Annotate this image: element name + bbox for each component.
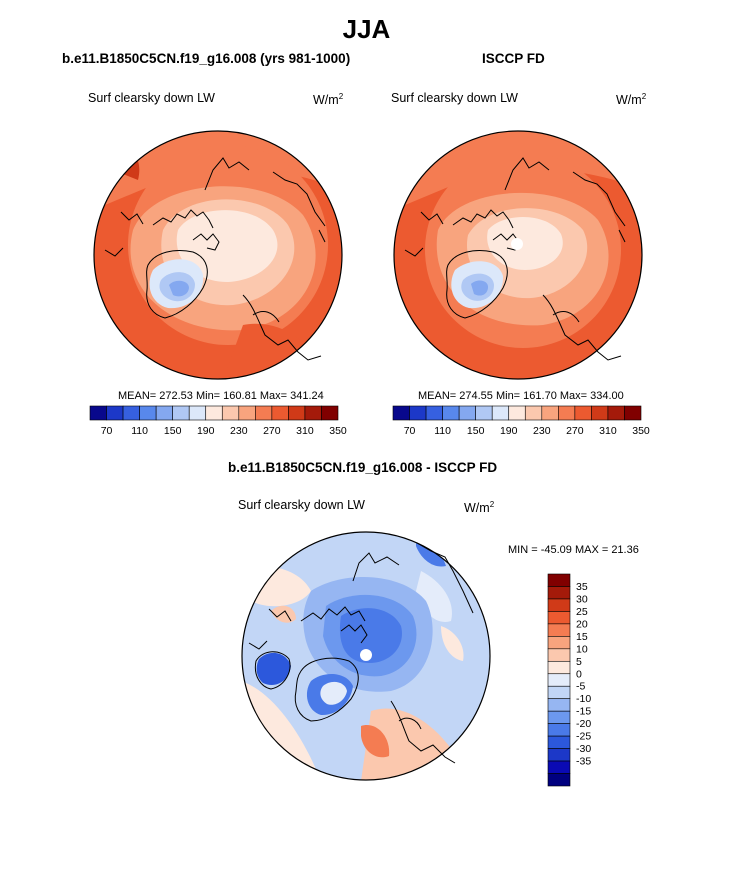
panel3-colorbar-tick-label: 10 <box>576 643 588 655</box>
panel3-colorbar-tick-label: 35 <box>576 581 588 593</box>
panel3-colorbar-tick-label: -15 <box>576 706 591 718</box>
panel2-colorbar-swatch <box>624 405 642 421</box>
panel3-colorbar-tick-label: -5 <box>576 681 585 693</box>
panel1-variable-label: Surf clearsky down LW <box>88 91 215 105</box>
panel3-colorbar-swatch <box>547 611 571 625</box>
panel3-colorbar-tick-label: 30 <box>576 593 588 605</box>
panel3-colorbar-tick-label: -25 <box>576 731 591 743</box>
panel2-colorbar-swatch <box>508 405 526 421</box>
panel1-colorbar-tick-label: 310 <box>296 425 314 437</box>
panel2-colorbar-swatch <box>442 405 460 421</box>
panel1-colorbar-swatch <box>271 405 289 421</box>
panel2-stats: MEAN= 274.55 Min= 161.70 Max= 334.00 <box>418 390 624 402</box>
panel2-colorbar-tick-label: 350 <box>632 425 650 437</box>
panel3-colorbar-swatch <box>547 648 571 662</box>
panel1-colorbar-swatch <box>172 405 190 421</box>
panel2-colorbar-swatch <box>491 405 510 421</box>
panel3-colorbar-swatch <box>547 723 571 737</box>
panel3-colorbar-tick-label: 5 <box>576 656 582 668</box>
panel3-colorbar-tick-label: 20 <box>576 618 588 630</box>
panel3-colorbar-swatch <box>547 748 571 762</box>
panel2-colorbar-swatch <box>475 405 493 421</box>
panel3-stats: MIN = -45.09 MAX = 21.36 <box>508 544 639 556</box>
panel2-colorbar-tick-label: 190 <box>500 425 518 437</box>
panel3-colorbar-tick-label: -20 <box>576 718 591 730</box>
panel2-colorbar-swatch <box>392 405 410 421</box>
panel1-colorbar-tick-label: 270 <box>263 425 281 437</box>
panel3-colorbar-tick-label: 0 <box>576 668 582 680</box>
panel3-colorbar-tick-label: -35 <box>576 756 591 768</box>
panel2-colorbar-swatch <box>558 405 576 421</box>
panel3-units: W/m2 <box>464 500 495 516</box>
panel1-colorbar-swatch <box>205 405 223 421</box>
panel2-colorbar-swatch <box>574 405 592 421</box>
panel2-colorbar: 70 110 150 190 230 270 310 350 <box>392 405 650 437</box>
panel1-colorbar-swatch <box>288 405 306 421</box>
panel3-colorbar-swatch <box>547 735 571 749</box>
panel1-colorbar-swatch <box>122 405 140 421</box>
panel1-title: b.e11.B1850C5CN.f19_g16.008 (yrs 981-100… <box>62 51 351 66</box>
panel2-colorbar-tick-label: 270 <box>566 425 584 437</box>
panel1-colorbar: 70 110 150 190 230 270 310 350 <box>89 405 347 437</box>
panel2-colorbar-swatch <box>607 405 625 421</box>
panel2-colorbar-swatch <box>458 405 476 421</box>
panel3-colorbar-tick-label: 25 <box>576 606 588 618</box>
panel3-colorbar-swatch <box>547 698 571 712</box>
panel1-colorbar-tick-label: 350 <box>329 425 347 437</box>
panel1-colorbar-swatch <box>139 405 157 421</box>
panel3-colorbar-swatch <box>547 660 571 675</box>
panel1-colorbar-swatch <box>255 405 273 421</box>
panel3-colorbar-swatch <box>547 673 571 687</box>
panel2-colorbar-tick-label: 230 <box>533 425 551 437</box>
panel1-colorbar-swatch <box>188 405 207 421</box>
panel1-colorbar-tick-label: 70 <box>101 425 113 437</box>
panel2-colorbar-tick-label: 70 <box>404 425 416 437</box>
panel1-stats: MEAN= 272.53 Min= 160.81 Max= 341.24 <box>118 390 324 402</box>
panel3-colorbar-swatch <box>547 760 571 774</box>
panel1-colorbar-tick-label: 230 <box>230 425 248 437</box>
panel1-colorbar-swatch <box>304 405 322 421</box>
panel1-colorbar-swatch <box>89 405 107 421</box>
panel1-colorbar-swatch <box>321 405 339 421</box>
panel2-colorbar-swatch <box>425 405 443 421</box>
panel3-colorbar-swatch <box>547 573 571 587</box>
panel2-colorbar-swatch <box>541 405 559 421</box>
panel3-colorbar-swatch <box>547 623 571 637</box>
panel2-colorbar-tick-label: 150 <box>467 425 485 437</box>
panel1-colorbar-tick-label: 150 <box>164 425 182 437</box>
panel1-colorbar-swatch <box>106 405 124 421</box>
panel3-colorbar-swatch <box>547 598 571 612</box>
panel3-colorbar-tick-label: -30 <box>576 743 591 755</box>
panel2-colorbar-swatch <box>409 405 427 421</box>
panel3-title: b.e11.B1850C5CN.f19_g16.008 - ISCCP FD <box>228 460 498 475</box>
figure-title: JJA <box>342 14 391 44</box>
panel1-colorbar-tick-label: 190 <box>197 425 215 437</box>
panel1-colorbar-swatch <box>155 405 173 421</box>
panel2-title: ISCCP FD <box>482 51 545 66</box>
panel1-units: W/m2 <box>313 92 344 108</box>
panel2-polar-map <box>393 130 643 380</box>
panel2-variable-label: Surf clearsky down LW <box>391 91 518 105</box>
panel2-units: W/m2 <box>616 92 647 108</box>
panel3-colorbar-swatch <box>547 586 571 600</box>
panel3-variable-label: Surf clearsky down LW <box>238 498 365 512</box>
panel1-colorbar-swatch <box>221 405 240 421</box>
panel2-colorbar-tick-label: 110 <box>434 425 451 437</box>
panel3-colorbar-tick-label: -10 <box>576 693 591 705</box>
panel1-colorbar-tick-label: 110 <box>131 425 148 437</box>
panel2-colorbar-swatch <box>524 405 543 421</box>
panel3-colorbar-swatch <box>547 685 571 700</box>
panel2-colorbar-tick-label: 310 <box>599 425 617 437</box>
panel3-colorbar-tick-label: 15 <box>576 631 588 643</box>
panel2-colorbar-swatch <box>591 405 609 421</box>
panel1-colorbar-swatch <box>238 405 256 421</box>
panel3-polar-map <box>241 531 491 781</box>
panel1-polar-map <box>93 130 343 380</box>
panel3-colorbar-swatch <box>547 773 571 787</box>
panel3-colorbar-swatch <box>547 636 571 650</box>
panel3-colorbar-swatch <box>547 710 571 724</box>
